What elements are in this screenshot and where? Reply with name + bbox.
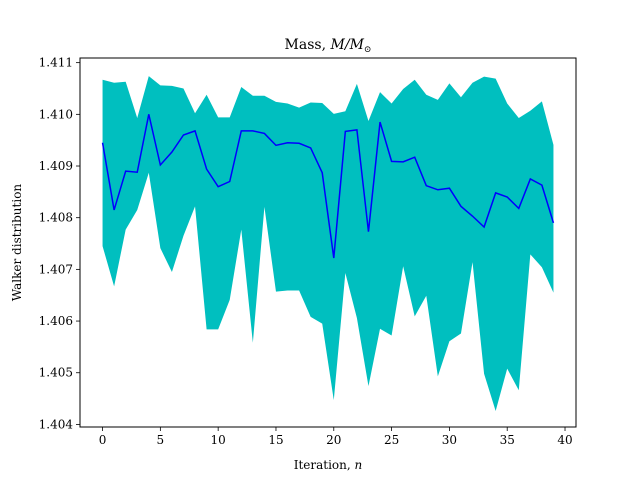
y-tick-label: 1.407	[39, 262, 73, 276]
x-axis: 0 5 10 15 20 25 30 35 40	[99, 427, 573, 447]
median-line-layer	[101, 114, 555, 259]
x-tick-label: 25	[384, 433, 399, 447]
y-tick-label: 1.409	[39, 159, 73, 173]
y-tick-label: 1.411	[39, 56, 73, 70]
confidence-band-layer	[102, 76, 554, 411]
y-axis-label: Walker distribution	[10, 184, 24, 302]
x-tick-label: 0	[99, 433, 107, 447]
y-tick-label: 1.410	[39, 107, 73, 121]
y-tick-label: 1.406	[39, 314, 73, 328]
y-tick-label: 1.405	[39, 366, 73, 380]
median-line	[101, 114, 555, 259]
confidence-band	[102, 76, 554, 411]
x-tick-label: 10	[211, 433, 226, 447]
x-tick-label: 15	[268, 433, 283, 447]
x-tick-label: 30	[442, 433, 457, 447]
x-tick-label: 40	[557, 433, 572, 447]
chart-title: Mass, M/M⊙	[285, 37, 372, 55]
x-tick-label: 20	[326, 433, 341, 447]
y-tick-label: 1.404	[39, 417, 74, 431]
y-tick-label: 1.408	[39, 211, 73, 225]
x-axis-label: Iteration, n	[294, 458, 363, 472]
plot-frame	[79, 57, 577, 428]
x-tick-label: 35	[500, 433, 515, 447]
x-tick-label: 5	[157, 433, 165, 447]
y-axis: 1.404 1.405 1.406 1.407 1.408 1.409 1.410 1.411	[39, 56, 80, 431]
